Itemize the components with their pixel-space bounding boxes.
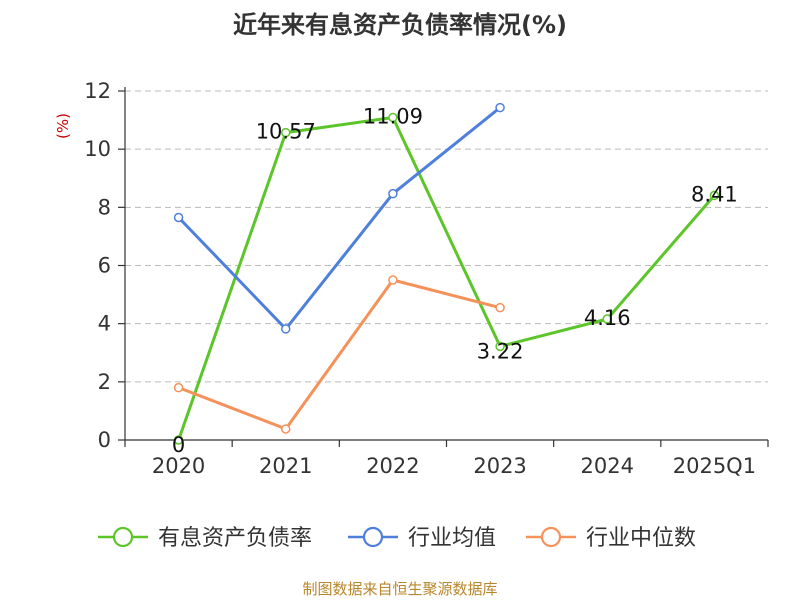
series-line-0 (177, 116, 716, 441)
x-tick-label-2024: 2024 (581, 454, 634, 478)
data-label-4: 4.16 (584, 306, 631, 330)
data-point-0-5 (709, 190, 720, 201)
data-point-2-3 (495, 302, 505, 313)
y-tick-label-10: 10 (84, 137, 111, 161)
data-point-2-0 (173, 382, 184, 393)
legend-marker-0 (112, 526, 134, 548)
data-point-2-1 (281, 424, 291, 434)
y-tick-label-8: 8 (98, 195, 111, 219)
data-label-3: 3.22 (477, 339, 524, 363)
data-point-1-1 (281, 324, 291, 334)
data-label-1: 10.57 (256, 120, 316, 144)
source-note: 制图数据来自恒生聚源数据库 (302, 580, 497, 598)
legend-label-2: 行业中位数 (586, 526, 696, 551)
x-tick-label-2023: 2023 (473, 454, 526, 478)
legend-marker-2 (540, 526, 562, 548)
data-labels: 0 10.57 11.09 3.22 4.16 8.41 (172, 104, 738, 457)
data-point-0-4 (602, 314, 612, 324)
legend-item-0[interactable]: 有息资产负债率 (98, 526, 312, 551)
y-tick-label-6: 6 (98, 254, 111, 278)
chart-title: 近年来有息资产负债率情况(%) (233, 11, 567, 39)
data-point-1-3 (495, 102, 505, 113)
legend-item-1[interactable]: 行业均值 (348, 526, 496, 551)
data-label-5: 8.41 (691, 182, 738, 206)
legend-marker-1 (362, 526, 384, 548)
legend-label-0: 有息资产负债率 (158, 526, 312, 551)
x-tick-label-2022: 2022 (366, 454, 419, 478)
legend-label-1: 行业均值 (408, 526, 496, 551)
y-tick-label-4: 4 (98, 312, 111, 336)
y-tick-label-2: 2 (98, 370, 111, 394)
series-layer (173, 102, 720, 445)
series-line-1 (177, 106, 502, 331)
axes: 0 2 4 6 8 10 12 2020 2021 2022 2023 2024 2025Q1 (84, 79, 769, 478)
x-tick-label-2021: 2021 (259, 454, 312, 478)
gridlines (125, 90, 768, 383)
y-axis-unit: (%) (54, 113, 72, 139)
x-tick-label-2025Q1: 2025Q1 (673, 454, 756, 478)
data-point-0-2 (388, 112, 398, 123)
data-point-0-1 (281, 127, 291, 138)
data-label-2: 11.09 (363, 104, 423, 128)
data-point-0-3 (495, 341, 505, 352)
data-point-1-2 (388, 188, 398, 199)
series-line-2 (178, 278, 501, 431)
y-tick-label-0: 0 (98, 428, 111, 452)
x-tick-label-2020: 2020 (152, 454, 205, 478)
data-point-1-0 (173, 212, 184, 223)
legend[interactable]: 有息资产负债率 行业均值 行业中位数 (98, 526, 696, 551)
data-label-0: 0 (172, 433, 185, 457)
data-point-0-0 (173, 435, 184, 445)
y-tick-label-12: 12 (84, 79, 111, 103)
data-point-2-2 (388, 275, 398, 285)
legend-item-2[interactable]: 行业中位数 (526, 526, 696, 551)
